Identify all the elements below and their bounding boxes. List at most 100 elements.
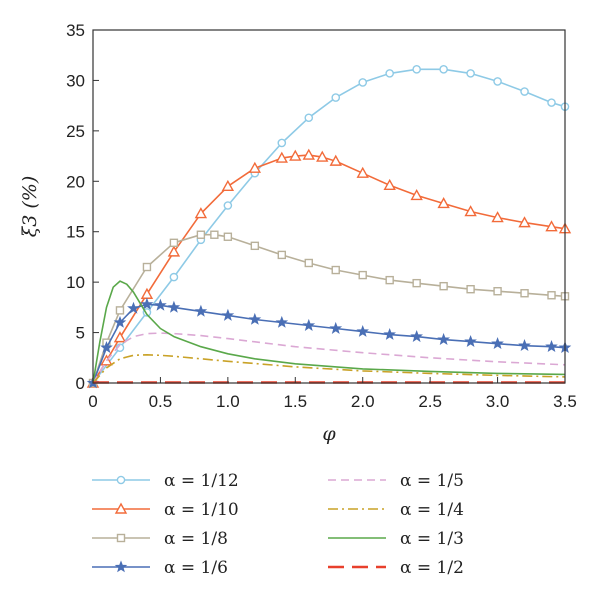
data-point-star xyxy=(356,324,369,337)
x-tick-label: 1.0 xyxy=(216,392,240,411)
data-point-star xyxy=(194,304,208,317)
data-point-circle xyxy=(493,77,502,86)
data-point-circle xyxy=(169,272,179,282)
data-point-circle xyxy=(116,475,126,485)
data-point-square xyxy=(169,238,179,248)
data-point-triangle xyxy=(316,150,329,162)
data-point-circle xyxy=(439,65,448,74)
data-point-square xyxy=(223,232,233,241)
data-point-triangle xyxy=(491,211,504,223)
series-1 xyxy=(88,65,570,388)
data-point-square xyxy=(331,265,340,275)
data-point-circle xyxy=(331,93,341,102)
y-tick-label: 25 xyxy=(66,122,85,141)
data-point-triangle xyxy=(518,216,531,228)
data-point-star xyxy=(113,315,127,328)
y-tick-label: 30 xyxy=(66,71,85,90)
data-point-square xyxy=(547,291,556,300)
y-tick-label: 20 xyxy=(66,172,85,191)
data-point-triangle xyxy=(437,197,450,209)
series-6 xyxy=(92,354,566,384)
data-point-star xyxy=(329,321,343,334)
data-point-triangle xyxy=(275,151,288,163)
data-point-circle xyxy=(223,201,233,210)
data-point-star xyxy=(383,327,396,340)
x-tick-label: 2.5 xyxy=(418,392,442,411)
data-point-star xyxy=(464,334,477,348)
x-axis: 0 0.5 1.0 1.5 2.0 2.5 3.0 3.5 xyxy=(88,377,577,411)
data-point-triangle xyxy=(356,166,369,178)
series-line xyxy=(92,303,566,384)
data-point-star xyxy=(114,560,128,573)
legend-label: α = 1/3 xyxy=(400,529,464,549)
data-point-square xyxy=(250,241,260,251)
data-point-triangle xyxy=(221,179,235,192)
data-point-triangle xyxy=(329,154,342,166)
x-tick-label: 3.0 xyxy=(486,392,510,411)
legend-label: α = 1/6 xyxy=(164,558,228,578)
data-point-triangle xyxy=(410,188,423,201)
data-point-triangle xyxy=(464,205,477,217)
data-point-square xyxy=(142,262,152,272)
x-axis-title: φ xyxy=(322,423,336,445)
data-point-triangle xyxy=(114,502,128,514)
data-point-star xyxy=(275,315,289,328)
legend-item: α = 1/3 xyxy=(328,529,464,549)
data-point-star xyxy=(127,301,140,314)
x-tick-label: 1.5 xyxy=(283,392,307,411)
legend-item: α = 1/4 xyxy=(328,500,464,520)
data-point-square xyxy=(304,258,313,268)
data-point-star xyxy=(154,298,167,311)
data-point-square xyxy=(277,250,286,260)
y-axis: 0 5 10 15 20 25 30 35 xyxy=(66,21,99,393)
data-point-star xyxy=(410,329,423,343)
y-tick-label: 35 xyxy=(66,21,85,40)
data-point-triangle xyxy=(194,207,208,219)
y-tick-label: 15 xyxy=(66,223,85,242)
data-point-circle xyxy=(520,87,529,96)
data-point-circle xyxy=(304,113,314,123)
data-point-square xyxy=(196,230,206,239)
data-point-star xyxy=(100,341,113,354)
data-point-square xyxy=(493,287,502,296)
series-3 xyxy=(88,230,570,388)
legend-label: α = 1/2 xyxy=(400,558,464,578)
legend-item: α = 1/8 xyxy=(92,529,228,549)
data-point-circle xyxy=(466,69,475,78)
legend-item: α = 1/5 xyxy=(328,471,464,491)
data-point-star xyxy=(545,340,558,353)
data-point-star xyxy=(167,300,181,313)
series-line xyxy=(92,354,566,384)
data-point-triangle xyxy=(302,148,315,160)
series-layer xyxy=(86,65,572,389)
legend-item: α = 1/6 xyxy=(92,558,228,578)
data-point-triangle xyxy=(383,178,396,191)
x-tick-label: 0 xyxy=(88,392,97,411)
data-point-circle xyxy=(385,69,394,78)
y-tick-label: 10 xyxy=(66,273,85,292)
y-tick-label: 5 xyxy=(76,324,85,343)
data-point-star xyxy=(302,318,316,331)
series-line xyxy=(92,280,566,384)
data-point-circle xyxy=(277,138,287,148)
series-5 xyxy=(92,332,566,384)
plot-frame xyxy=(92,29,566,384)
data-point-triangle xyxy=(248,161,262,173)
data-point-star xyxy=(437,332,451,346)
data-point-star xyxy=(518,339,531,352)
data-point-square xyxy=(385,275,394,285)
x-tick-label: 3.5 xyxy=(553,392,577,411)
data-point-triangle xyxy=(545,220,558,232)
data-point-square xyxy=(116,533,126,543)
y-tick-label: 0 xyxy=(76,374,85,393)
data-point-square xyxy=(412,278,421,288)
data-point-square xyxy=(115,306,125,315)
legend-item: α = 1/2 xyxy=(328,558,464,578)
data-point-triangle xyxy=(140,287,154,299)
legend: α = 1/12 α = 1/10 α = 1/8 α = 1/6 α = 1/5 α =… xyxy=(92,471,464,578)
data-point-circle xyxy=(547,98,556,107)
series-line xyxy=(92,154,566,384)
y-axis-title: ξ3 (%) xyxy=(19,176,41,237)
legend-label: α = 1/4 xyxy=(400,500,464,520)
